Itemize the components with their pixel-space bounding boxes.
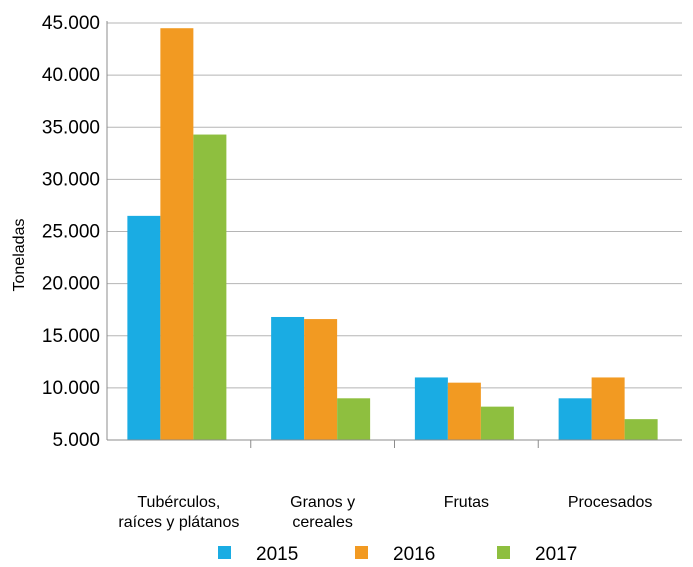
- y-tick-label: 45.000: [42, 13, 100, 34]
- bar-2016-2: [447, 382, 481, 440]
- y-tick-labels: 5.000 10.000 15.000 20.000 25.000 30.000 35.00…: [42, 13, 100, 451]
- x-category-label: Procesados: [568, 494, 653, 511]
- y-tick-label: 10.000: [42, 378, 100, 399]
- y-tick-label: 30.000: [42, 169, 100, 190]
- legend-swatch-2016: [355, 546, 368, 559]
- bar-2015-2: [414, 377, 448, 440]
- bars: [127, 28, 658, 441]
- x-category-label: cereales: [292, 514, 352, 531]
- y-tick-label: 40.000: [42, 65, 100, 86]
- bar-2016-0: [160, 28, 194, 441]
- x-category-label: raíces y plátanos: [118, 514, 239, 531]
- y-tick-label: 35.000: [42, 117, 100, 138]
- bar-2015-3: [558, 398, 592, 440]
- bar-2015-0: [127, 215, 161, 440]
- bar-2017-2: [480, 406, 514, 440]
- bar-2017-3: [624, 419, 658, 440]
- legend-swatch-2017: [497, 546, 510, 559]
- y-tick-label: 15.000: [42, 326, 100, 347]
- y-tick-label: 25.000: [42, 222, 100, 243]
- legend-swatch-2015: [218, 546, 231, 559]
- x-category-label: Tubérculos,: [137, 494, 220, 511]
- legend: 2015 2016 2017: [218, 544, 577, 565]
- y-tick-label: 20.000: [42, 274, 100, 295]
- bar-2016-3: [591, 377, 625, 440]
- y-tick-label: 5.000: [52, 430, 100, 451]
- x-category-label: Granos y: [290, 494, 355, 511]
- y-axis-title: Toneladas: [11, 219, 28, 292]
- category-labels: Tubérculos, raíces y plátanos Granos y cere…: [118, 494, 652, 531]
- bar-2016-1: [304, 319, 338, 440]
- legend-label-2016: 2016: [393, 544, 435, 565]
- legend-label-2015: 2015: [256, 544, 298, 565]
- bar-2017-0: [193, 134, 227, 441]
- legend-label-2017: 2017: [535, 544, 577, 565]
- bar-2017-1: [337, 398, 371, 440]
- x-category-label: Frutas: [444, 494, 489, 511]
- axes: [106, 21, 682, 448]
- bar-2015-1: [271, 316, 305, 440]
